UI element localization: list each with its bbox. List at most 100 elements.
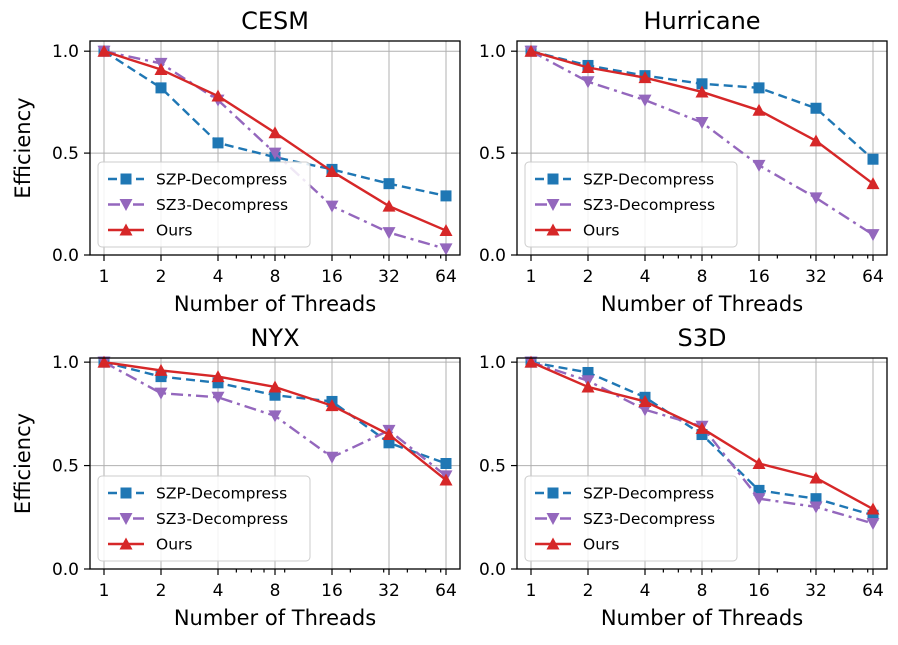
legend-marker [547,173,559,185]
data-point [696,429,708,441]
y-tick-label: 0.5 [52,144,79,164]
legend-box [524,161,738,248]
data-point [155,371,167,383]
data-point [439,473,453,486]
legend: SZP-Decompress SZ3-Decompress Ours [97,161,311,248]
data-point [212,137,224,149]
data-point [212,377,224,389]
data-point [383,178,395,190]
subplot-title: NYX [250,324,299,352]
subplot-s3d: 1 2 4 8 16 32 64 0.0 0.5 1.0 S3D Number of Threads S… [479,324,888,630]
data-point [752,493,766,506]
data-point [440,458,452,469]
x-axis-label: Number of Threads [601,292,803,316]
x-tick-label: 4 [213,581,224,601]
legend-marker [546,223,560,236]
data-point [809,134,823,147]
data-point [638,94,652,107]
legend-label: SZP-Decompress [156,171,287,189]
data-point [752,457,766,469]
legend-marker [546,199,560,211]
series-ours [97,355,453,486]
data-point [695,85,709,98]
data-point [382,428,396,441]
data-point [809,501,823,514]
legend-label: Ours [156,222,192,240]
x-tick-label: 8 [270,581,281,601]
legend-label: Ours [156,536,192,554]
legend-label: SZP-Decompress [583,171,714,189]
data-point [867,509,879,521]
x-axis-label: Number of Threads [601,606,803,630]
data-point [581,60,595,73]
legend-label: SZ3-Decompress [156,196,288,214]
data-point [383,437,395,449]
data-point [269,389,281,401]
legend-marker [120,173,132,185]
data-point [752,103,766,116]
data-point [97,355,111,368]
x-tick-label: 16 [321,267,343,287]
data-point [809,471,823,484]
data-point [581,380,595,393]
legend-marker [119,537,133,550]
data-point [866,517,880,530]
legend-label: SZP-Decompress [156,485,287,503]
x-tick-label: 32 [805,267,827,287]
subplot-title: S3D [678,324,727,352]
legend-marker [547,487,559,499]
x-tick-label: 64 [435,267,457,287]
legend-box [97,161,311,248]
x-tick-label: 2 [583,267,594,287]
y-tick-label: 0.0 [479,246,506,266]
y-tick-label: 1.0 [52,42,79,62]
series-sz3-decompress [524,45,880,242]
data-point [268,126,282,139]
data-point [154,63,168,76]
subplot-hurricane: 1 2 4 8 16 32 64 0.0 0.5 1.0 Hurricane Number of Th… [479,7,888,316]
data-point [439,243,453,256]
data-point [695,421,709,434]
x-tick-label: 2 [156,267,167,287]
data-point [268,410,282,423]
x-tick-label: 2 [156,581,167,601]
data-point [809,192,823,205]
legend-marker [546,513,560,525]
x-tick-label: 64 [435,581,457,601]
legend-marker [119,513,133,525]
x-tick-label: 32 [378,267,400,287]
data-point [810,102,822,114]
x-tick-label: 16 [321,581,343,601]
data-point [753,82,765,94]
legend-box [97,475,311,562]
data-point [866,177,880,190]
x-axis-label: Number of Threads [174,292,376,316]
data-point [97,44,111,57]
data-point [696,78,708,90]
subplot-title: CESM [241,7,309,35]
legend: SZP-Decompress SZ3-Decompress Ours [524,475,738,562]
legend-label: Ours [583,222,619,240]
y-tick-label: 0.0 [52,246,79,266]
data-point [154,363,168,376]
data-point [325,200,339,213]
x-tick-label: 1 [99,267,110,287]
x-tick-label: 4 [213,267,224,287]
subplot-nyx: 1 2 4 8 16 32 64 0.0 0.5 1.0 NYX Number of Threads E… [11,324,461,630]
legend-label: SZP-Decompress [583,485,714,503]
data-point [211,89,225,102]
legend-label: Ours [583,536,619,554]
data-point [752,159,766,172]
data-point [581,76,595,89]
y-tick-label: 0.5 [479,144,506,164]
legend-marker [546,537,560,550]
x-tick-label: 64 [862,267,884,287]
x-tick-label: 2 [583,581,594,601]
data-point [524,355,538,368]
legend: SZP-Decompress SZ3-Decompress Ours [97,475,311,562]
data-point [582,366,594,378]
data-point [524,44,538,57]
y-tick-label: 0.5 [479,457,506,477]
data-point [325,164,339,177]
